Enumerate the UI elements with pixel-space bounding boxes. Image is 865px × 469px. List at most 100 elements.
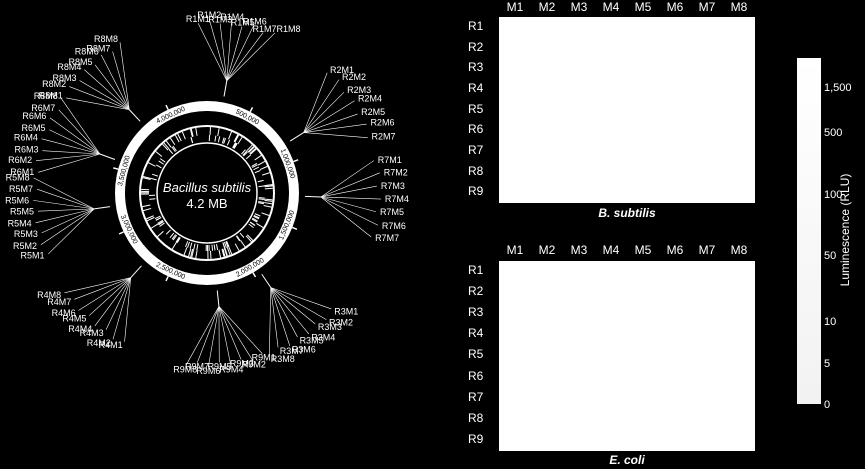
- heatmap-column-header: M3: [563, 243, 595, 257]
- heatmap-row-header: R8: [468, 164, 490, 178]
- marker-label: R2M6: [370, 117, 394, 127]
- gene-mark: [259, 198, 265, 199]
- coord-tick: [293, 160, 298, 162]
- organism-name: Bacillus subtilis: [163, 180, 252, 195]
- spoke-line: [219, 306, 231, 365]
- marker-label: R8M7: [86, 43, 110, 53]
- spoke-line: [59, 110, 100, 154]
- spoke-line: [227, 33, 275, 81]
- spoke-stem: [100, 154, 115, 159]
- marker-label: R5M3: [14, 229, 38, 239]
- spoke-line: [304, 133, 368, 138]
- heatmap-column-header: M7: [691, 243, 723, 257]
- heatmap-row-header: R6: [468, 122, 490, 136]
- gene-mark: [262, 213, 270, 216]
- marker-label: R4M4: [68, 324, 92, 334]
- marker-label: R4M6: [52, 308, 76, 318]
- gene-mark: [159, 161, 164, 164]
- marker-label: R8M1: [39, 91, 63, 101]
- gene-mark: [152, 174, 158, 176]
- spoke-stem: [131, 266, 142, 278]
- heatmap-column-header: M4: [595, 243, 627, 257]
- spoke-line: [227, 33, 263, 81]
- gene-mark: [151, 224, 158, 228]
- spoke-line: [37, 189, 94, 209]
- marker-label: R5M6: [5, 196, 29, 206]
- heatmap-row-header: R2: [468, 284, 490, 298]
- gene-mark: [218, 136, 219, 142]
- gene-mark: [265, 199, 273, 200]
- spoke-line: [219, 306, 241, 359]
- spoke-line: [321, 197, 378, 225]
- spoke-line: [42, 209, 94, 233]
- gene-mark: [262, 173, 270, 175]
- gene-mark: [255, 155, 262, 160]
- gene-mark: [214, 245, 215, 251]
- spoke-stem: [305, 196, 321, 197]
- heatmap-row-header: R9: [468, 184, 490, 198]
- gene-mark: [149, 199, 155, 200]
- coord-tick: [119, 232, 124, 234]
- spoke-line: [198, 23, 227, 80]
- color-scale-tick-label: 50: [824, 250, 836, 262]
- marker-label: R4M2: [87, 338, 111, 348]
- gene-mark: [259, 199, 265, 200]
- spoke-line: [38, 154, 100, 172]
- heatmap-row-header: R6: [468, 369, 490, 383]
- spoke-line: [84, 70, 129, 110]
- color-scale-bar: [797, 58, 821, 404]
- spoke-stem: [224, 81, 227, 97]
- gene-mark: [215, 136, 216, 142]
- heatmap-row-header: R3: [468, 60, 490, 74]
- gene-mark: [190, 243, 192, 249]
- heatmap-grid: [499, 261, 755, 451]
- spoke-line: [220, 24, 227, 81]
- heatmap-row-header: R4: [468, 326, 490, 340]
- marker-label: R6M5: [21, 123, 45, 133]
- gene-mark: [264, 203, 272, 204]
- gene-mark: [212, 245, 213, 251]
- spoke-line: [48, 209, 94, 254]
- marker-label: R3M1: [334, 307, 358, 317]
- gene-mark: [172, 242, 176, 249]
- spoke-line: [42, 151, 100, 154]
- gene-mark: [219, 250, 221, 258]
- spoke-stem: [217, 290, 219, 306]
- heatmap-caption: B. subtilis: [567, 206, 687, 220]
- gene-mark: [143, 208, 151, 210]
- gene-mark: [151, 178, 157, 180]
- marker-label: R7M7: [375, 233, 399, 243]
- marker-label: R7M1: [378, 155, 402, 165]
- spoke-line: [197, 306, 219, 362]
- heatmap-row-header: R8: [468, 411, 490, 425]
- color-scale-title: Luminescence (RLU): [838, 174, 852, 287]
- gene-mark: [189, 249, 191, 257]
- marker-label: R5M2: [13, 241, 37, 251]
- gene-mark: [142, 205, 150, 207]
- spoke-line: [304, 124, 367, 133]
- spoke-line: [271, 288, 327, 320]
- marker-label: R7M5: [380, 207, 404, 217]
- genome-map: 500,0001,000,0001,500,0002,000,0002,500,…: [0, 0, 455, 469]
- heatmap-column-header: M6: [659, 0, 691, 14]
- spoke-stem: [129, 110, 140, 122]
- heatmap-column-header: M4: [595, 0, 627, 14]
- heatmap-row-header: R7: [468, 143, 490, 157]
- spoke-line: [50, 118, 100, 154]
- heatmap-column-header: M2: [531, 0, 563, 14]
- heatmap-row-header: R4: [468, 81, 490, 95]
- heatmap-caption: E. coli: [567, 453, 687, 467]
- spoke-line: [113, 52, 130, 110]
- coord-tick: [253, 273, 256, 277]
- spoke-line: [219, 306, 253, 360]
- heatmap-column-header: M8: [723, 0, 755, 14]
- gene-mark: [184, 247, 187, 255]
- heatmap-row-header: R1: [468, 263, 490, 277]
- color-scale-tick-label: 5: [824, 358, 830, 370]
- spoke-line: [271, 288, 316, 325]
- coord-tick: [250, 107, 252, 111]
- spoke-line: [271, 288, 290, 347]
- spoke-line: [304, 92, 344, 132]
- spoke-line: [321, 197, 381, 199]
- marker-label: R9M8: [173, 365, 197, 375]
